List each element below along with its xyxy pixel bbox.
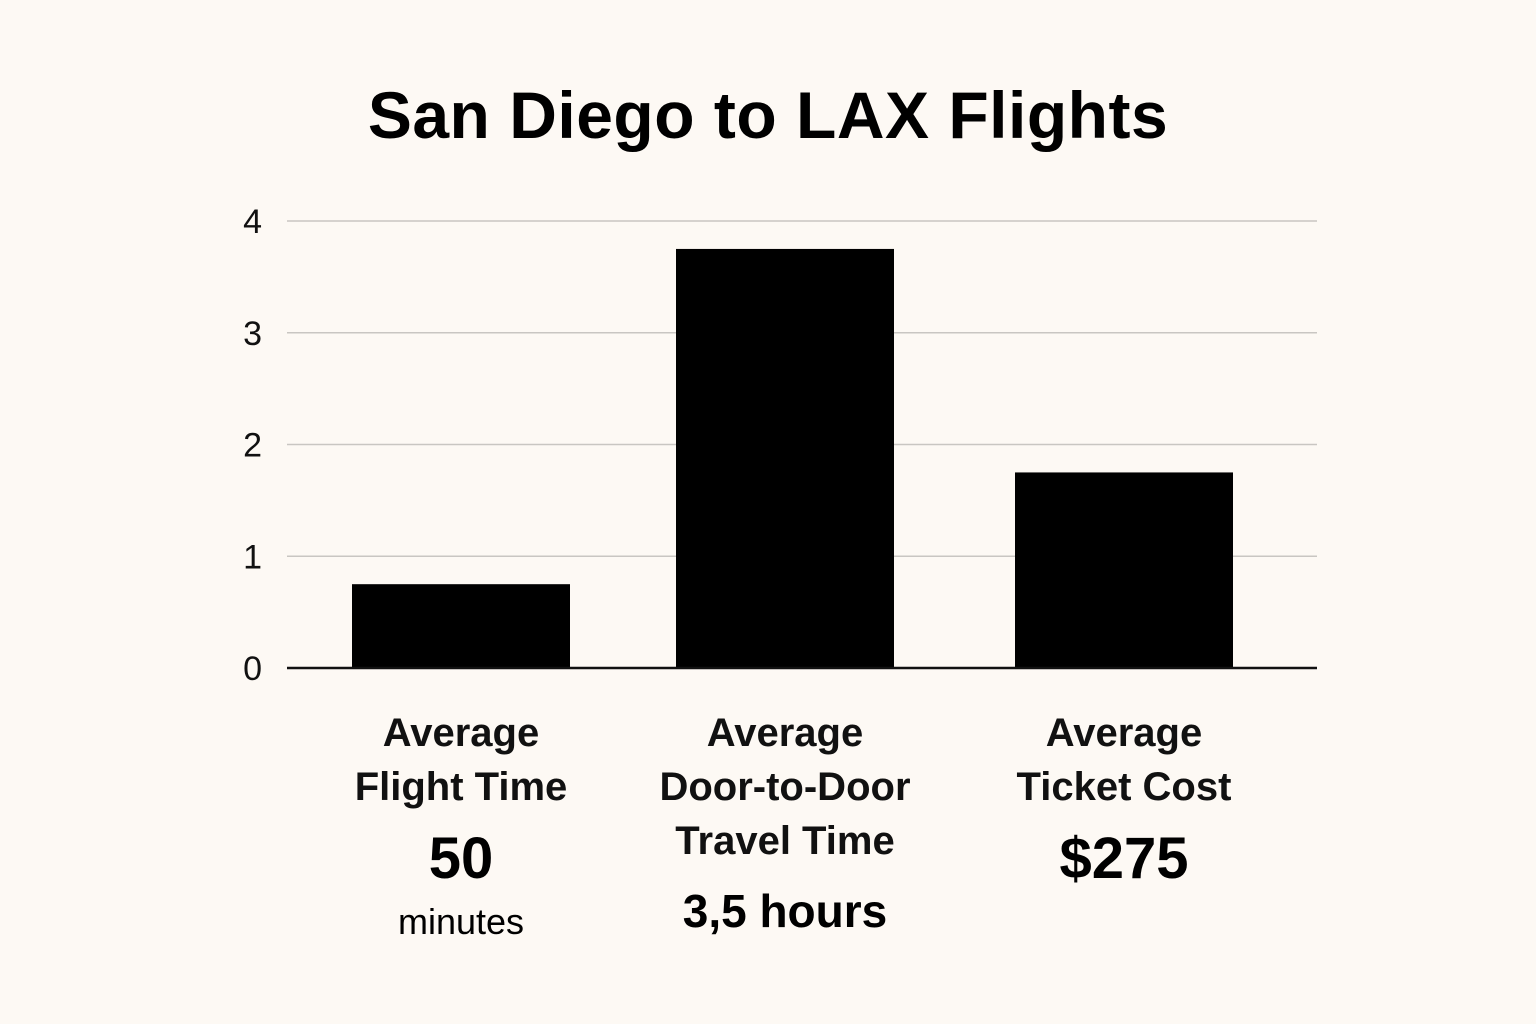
bar	[1015, 472, 1233, 668]
bars	[352, 248, 1233, 668]
chart-title: San Diego to LAX Flights	[367, 78, 1169, 152]
y-tick-label: 0	[243, 650, 262, 688]
category-label: Average	[383, 711, 539, 755]
category-label: Average	[707, 711, 863, 755]
y-tick-label: 4	[243, 203, 262, 241]
y-tick-label: 1	[243, 538, 262, 576]
category-label: Ticket Cost	[1017, 765, 1232, 809]
y-axis-ticks: 0 1 2 3 4	[243, 203, 262, 688]
bar	[676, 248, 894, 668]
category-label: Door-to-Door	[659, 765, 910, 809]
data-label: $275	[1059, 826, 1188, 891]
category-label: Flight Time	[355, 765, 568, 809]
data-label: 3,5 hours	[683, 885, 888, 937]
bar	[352, 584, 570, 668]
category-labels: Average Flight Time 50 minutes Average Door-t…	[355, 711, 1232, 942]
category-label: Travel Time	[675, 819, 894, 863]
data-label: 50	[429, 826, 494, 891]
y-tick-label: 3	[243, 315, 262, 353]
data-label-unit: minutes	[398, 901, 524, 942]
y-tick-label: 2	[243, 427, 262, 465]
category-label: Average	[1046, 711, 1202, 755]
